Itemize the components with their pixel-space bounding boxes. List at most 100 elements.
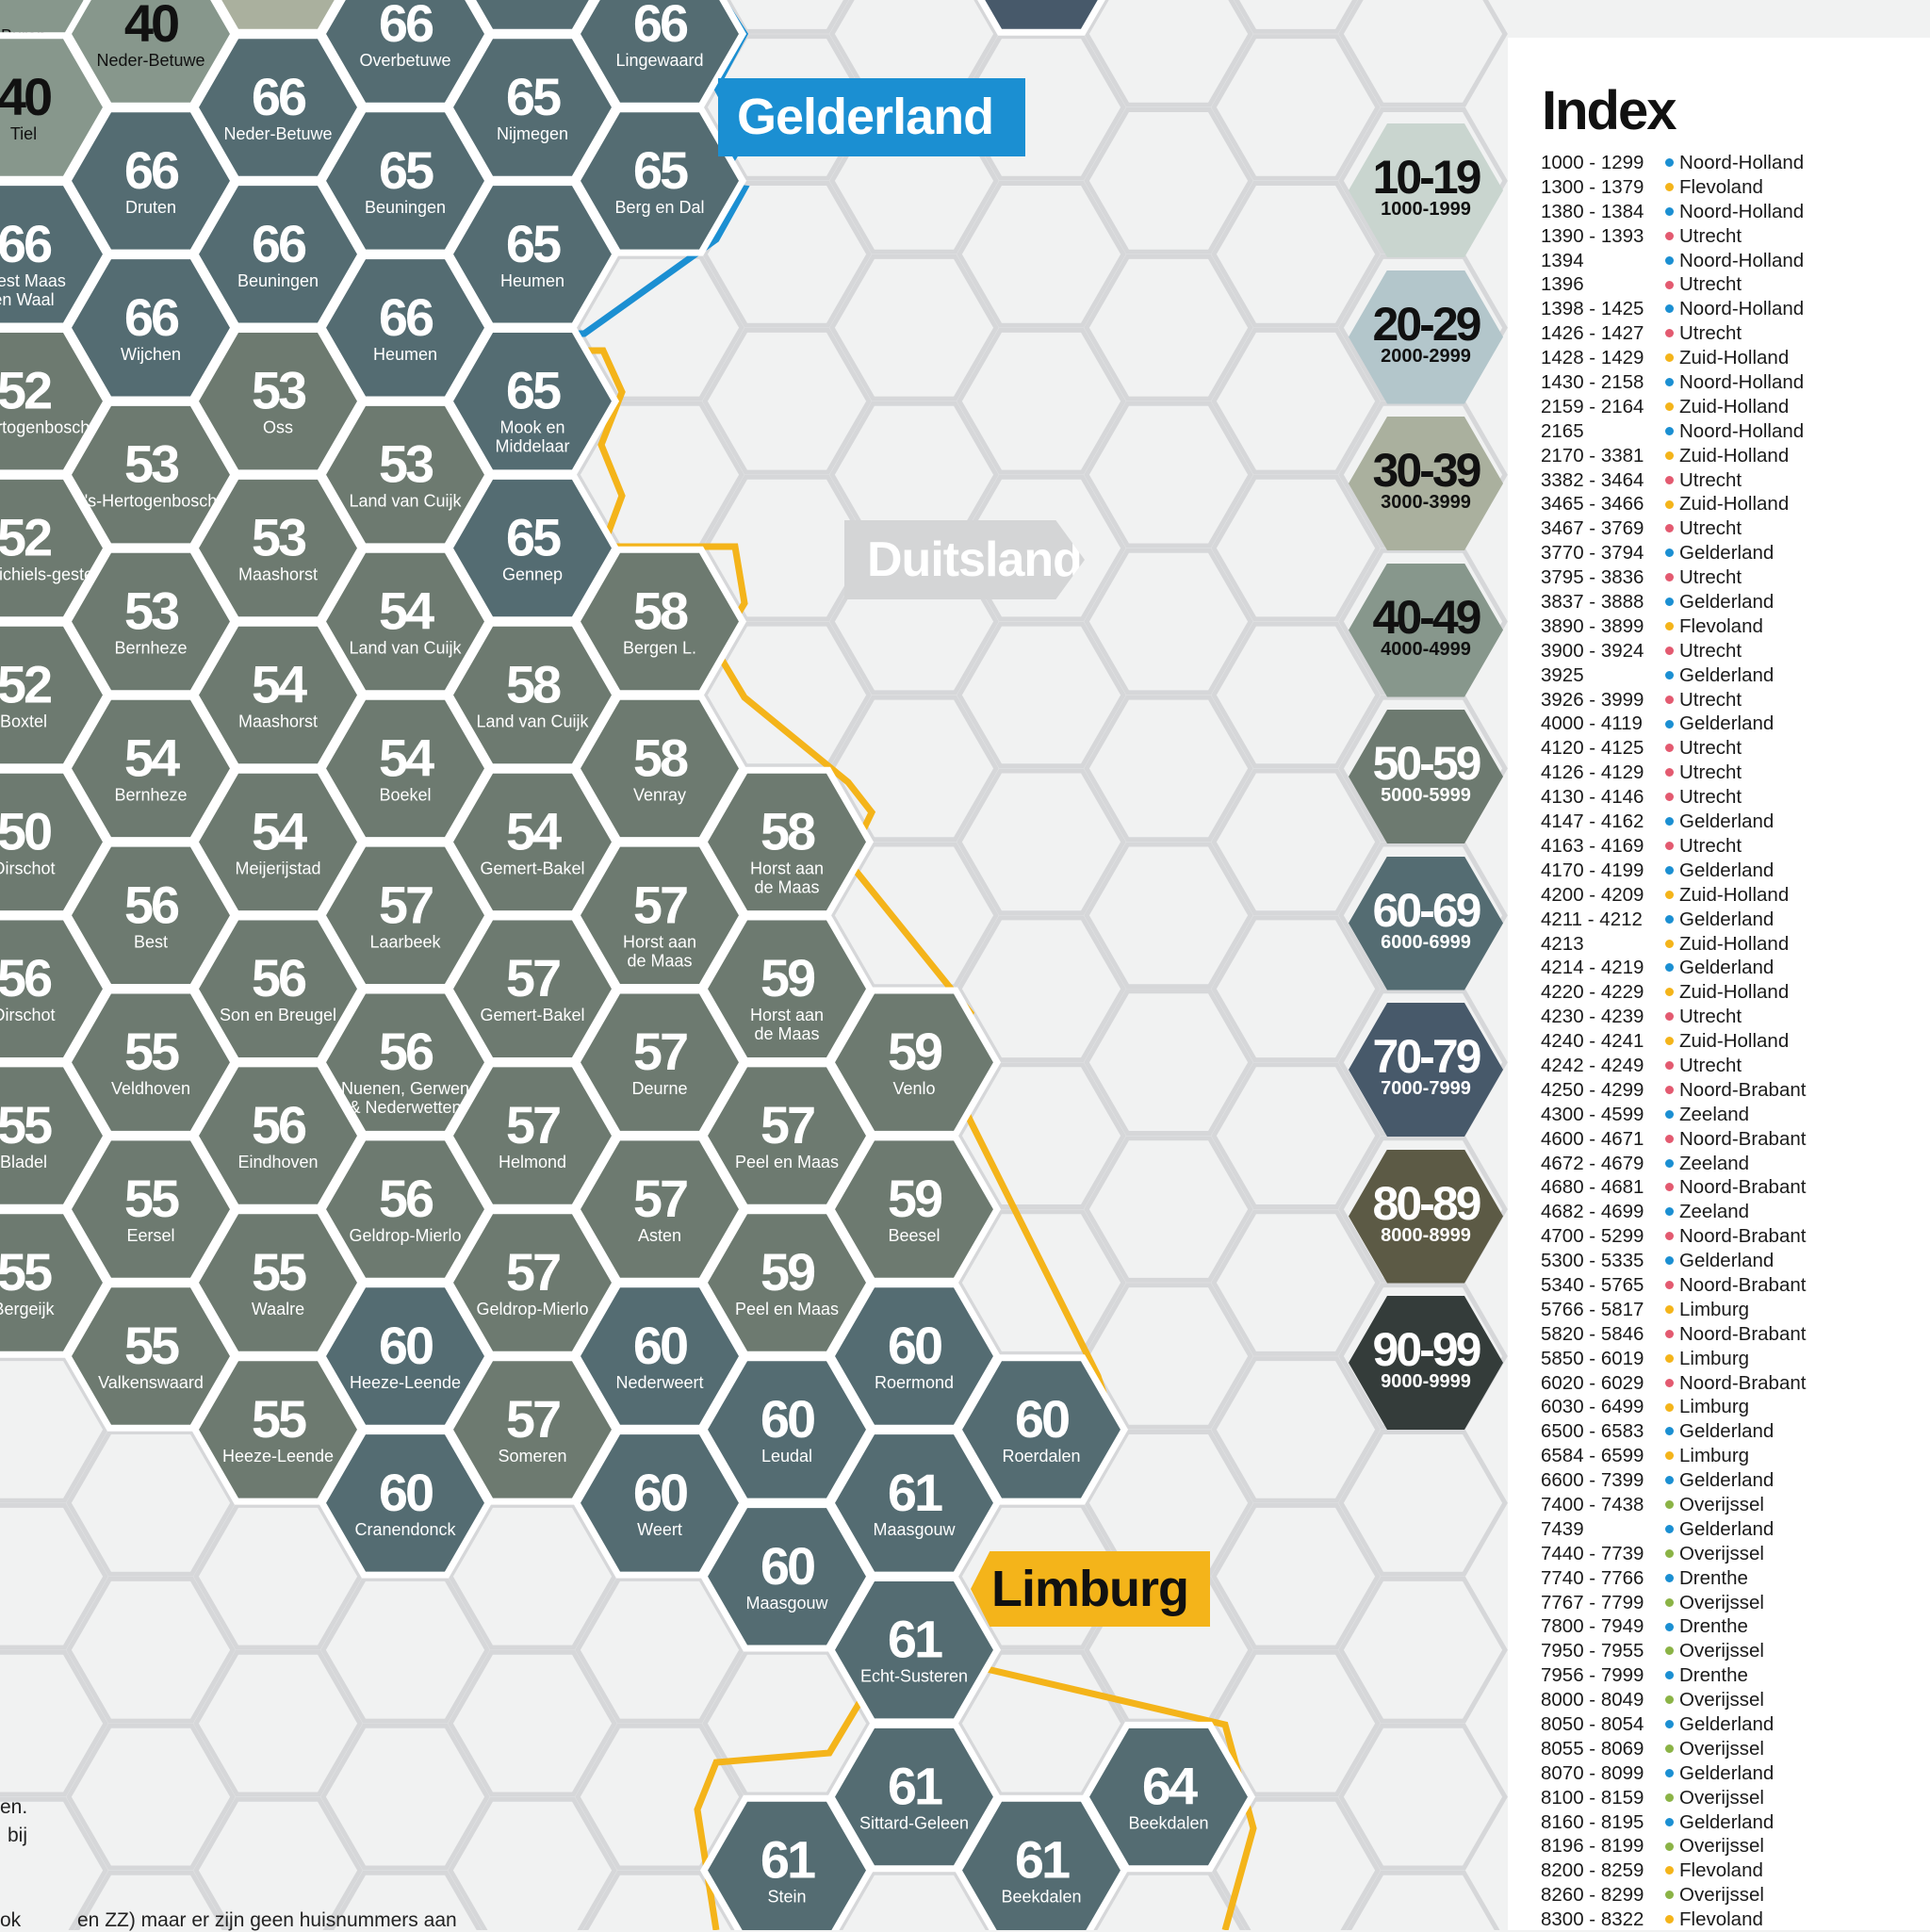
hex-municipality: Heeze-Leende: [222, 1447, 334, 1465]
index-province: Noord-Holland: [1679, 419, 1805, 442]
hex-municipality: Waalre: [252, 1300, 304, 1318]
province-dot-icon: [1665, 1597, 1674, 1607]
index-row: 4600 - 4671 Noord-Brabant: [1541, 1127, 1806, 1152]
hex-municipality: Heumen: [373, 345, 437, 364]
empty-hex: [1338, 1576, 1508, 1724]
hex-number: 40: [0, 67, 51, 126]
hex-municipality: Laarbeek: [369, 932, 441, 951]
hex-municipality: Geldrop-Mierlo: [476, 1300, 588, 1318]
index-row: 8300 - 8322 Flevoland: [1541, 1907, 1806, 1932]
hex-municipality: Beekdalen: [1128, 1814, 1208, 1833]
province-dot-icon: [1665, 304, 1674, 314]
hex-municipality: Stein: [767, 1888, 806, 1907]
postcode-hexes: Buren40Neder-BetuweRhenen66OverbetuweLin…: [0, 0, 1256, 1930]
empty-hex: [1211, 768, 1381, 916]
index-panel-bg: [1508, 38, 1930, 1930]
index-province: Utrecht: [1679, 1006, 1742, 1028]
empty-hex: [1084, 401, 1253, 548]
index-province: Overijssel: [1679, 1689, 1764, 1711]
index-row: 3925 Gelderland: [1541, 663, 1806, 688]
index-province: Zuid-Holland: [1679, 932, 1790, 955]
index-province: Gelderland: [1679, 810, 1775, 833]
index-range: 4242 - 4249: [1541, 1054, 1644, 1076]
index-province: Zeeland: [1679, 1201, 1750, 1223]
empty-hex: [1211, 327, 1381, 475]
legend-hex: 50-59 5000-5999: [1349, 710, 1503, 843]
hex-municipality: Maashorst: [238, 565, 318, 584]
hex-municipality: Wijchen: [121, 345, 181, 364]
index-province: Zuid-Holland: [1679, 395, 1790, 418]
hex-municipality: Bladel: [0, 1153, 47, 1171]
index-range: 1300 - 1379: [1541, 175, 1644, 198]
index-row: 1300 - 1379 Flevoland: [1541, 175, 1806, 200]
index-range: 7439: [1541, 1517, 1584, 1540]
empty-hex: [957, 915, 1126, 1063]
empty-hex: [957, 327, 1126, 475]
hex-number: 54: [506, 801, 562, 860]
index-range: 7956 - 7999: [1541, 1664, 1644, 1687]
hex-municipality: Asten: [638, 1226, 681, 1245]
hex-number: 59: [761, 1242, 815, 1302]
gelderland-tag-label: Gelderland: [737, 89, 994, 145]
index-row: 1394 Noord-Holland: [1541, 249, 1806, 273]
hex-number: 60: [1015, 1389, 1069, 1449]
index-province: Utrecht: [1679, 737, 1742, 760]
index-province: Gelderland: [1679, 1713, 1775, 1735]
hex-number: 66: [124, 287, 179, 347]
hex-municipality: Veldhoven: [111, 1079, 190, 1098]
index-range: 3467 - 3769: [1541, 517, 1644, 540]
index-range: 4682 - 4699: [1541, 1201, 1644, 1223]
empty-hex: [1211, 1502, 1381, 1650]
hex-municipality: Nijmegen: [497, 124, 568, 143]
index-row: 3890 - 3899 Flevoland: [1541, 614, 1806, 639]
index-row: 4214 - 4219 Gelderland: [1541, 956, 1806, 980]
index-province: Zeeland: [1679, 1152, 1750, 1174]
legend-hex: 20-29 2000-2999: [1349, 270, 1503, 404]
index-range: 8000 - 8049: [1541, 1689, 1644, 1711]
province-dot-icon: [1665, 1524, 1674, 1533]
index-province: Overijssel: [1679, 1542, 1764, 1564]
hex-number: 66: [0, 214, 52, 273]
hex-number: 55: [0, 1242, 52, 1302]
hex-municipality: Best: [134, 932, 168, 951]
province-dot-icon: [1665, 1842, 1674, 1851]
legend-postcode-range: 4000-4999: [1381, 638, 1471, 660]
hex-municipality: Venlo: [892, 1079, 935, 1098]
index-province: Zuid-Holland: [1679, 493, 1790, 516]
index-row: 6500 - 6583 Gelderland: [1541, 1419, 1806, 1444]
hex-number: 65: [506, 214, 561, 273]
index-province: Noord-Holland: [1679, 371, 1805, 394]
index-province: Gelderland: [1679, 1761, 1775, 1784]
index-province: Noord-Holland: [1679, 249, 1805, 271]
index-province: Noord-Holland: [1679, 298, 1805, 320]
empty-hex: [193, 1796, 363, 1930]
index-row: 3926 - 3999 Utrecht: [1541, 688, 1806, 712]
legend-range: 50-59: [1372, 737, 1482, 790]
index-province: Gelderland: [1679, 1810, 1775, 1833]
index-row: 4242 - 4249 Utrecht: [1541, 1054, 1806, 1078]
index-row: 4300 - 4599 Zeeland: [1541, 1103, 1806, 1127]
index-row: 6030 - 6499 Limburg: [1541, 1395, 1806, 1419]
province-dot-icon: [1665, 817, 1674, 827]
province-dot-icon: [1665, 1548, 1674, 1558]
hex-number: 58: [506, 654, 561, 713]
hex-municipality: Cranendonck: [354, 1520, 456, 1539]
index-range: 4700 - 5299: [1541, 1225, 1644, 1248]
index-range: 8050 - 8054: [1541, 1713, 1644, 1735]
index-row: 4213 Zuid-Holland: [1541, 932, 1806, 957]
hex-municipality: Land van Cuijk: [349, 639, 462, 658]
legend-postcode-range: 8000-8999: [1381, 1224, 1471, 1246]
legend-postcode-range: 3000-3999: [1381, 492, 1471, 513]
index-range: 1396: [1541, 273, 1584, 296]
hex-number: 66: [252, 67, 306, 126]
index-range: 1428 - 1429: [1541, 347, 1644, 369]
province-dot-icon: [1665, 158, 1674, 168]
hex-number: 59: [888, 1169, 942, 1228]
hex-number: 50: [0, 801, 51, 860]
index-row: 4240 - 4241 Zuid-Holland: [1541, 1029, 1806, 1054]
empty-hex: [1084, 107, 1253, 254]
hex-number: 55: [0, 1095, 52, 1154]
